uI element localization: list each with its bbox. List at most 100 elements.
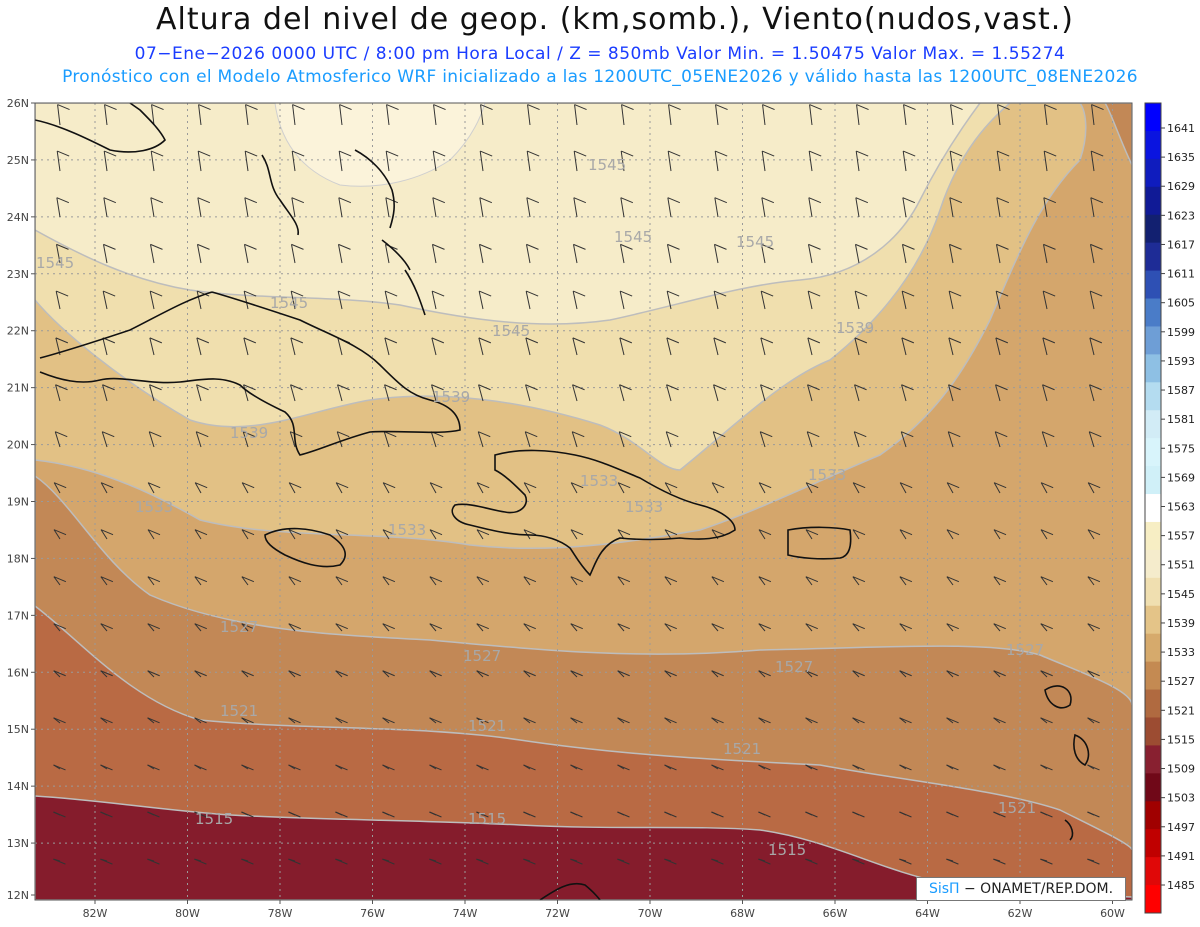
wind-barb: [102, 384, 115, 402]
wind-barb: [997, 104, 1010, 126]
wind-barb: [523, 858, 536, 865]
cuba-north-coast: [39, 291, 213, 359]
contour-label: 1533: [388, 521, 426, 539]
wind-barb: [56, 197, 70, 218]
wind-barb: [949, 150, 963, 172]
wind-barb: [525, 337, 539, 356]
colorbar-swatch: [1145, 466, 1161, 495]
wind-barb: [523, 623, 536, 632]
wind-barb: [807, 290, 821, 310]
wind-barb: [899, 529, 913, 540]
wind-barb: [241, 811, 254, 818]
bahamas-eleuthera: [354, 149, 395, 229]
wind-barb: [1087, 670, 1100, 678]
wind-barb: [194, 482, 208, 494]
wind-barb: [758, 670, 771, 678]
lat-tick-label: 26N: [7, 97, 29, 110]
wind-barb: [805, 623, 818, 632]
wind-barb: [711, 717, 724, 724]
contour-label: 1539: [230, 424, 268, 442]
wind-barb: [902, 150, 916, 172]
wind-barb: [574, 104, 587, 126]
wind-barb: [432, 243, 445, 264]
wind-barb: [382, 670, 395, 678]
wind-barb: [1043, 150, 1057, 172]
wind-barb: [805, 764, 818, 771]
wind-barb: [852, 576, 866, 586]
wind-barb: [100, 670, 113, 678]
wind-barb: [948, 290, 962, 310]
wind-barb: [53, 529, 67, 540]
colorbar-swatch: [1145, 494, 1161, 523]
wind-barb: [993, 858, 1006, 865]
wind-barb: [432, 197, 446, 218]
wind-barb: [666, 290, 680, 310]
credit-box: SisΠ − ONAMET/REP.DOM.: [916, 877, 1126, 901]
wind-barb: [1042, 337, 1056, 356]
wind-barb: [100, 529, 114, 540]
wind-barb: [382, 858, 395, 865]
lat-tick-label: 14N: [7, 780, 29, 793]
wind-barb: [429, 670, 442, 678]
wind-barb: [1090, 197, 1104, 218]
wind-barb: [714, 243, 727, 264]
wind-barb: [852, 717, 865, 724]
wind-barb: [147, 811, 160, 818]
contour-label: 1521: [998, 799, 1036, 817]
wind-barb: [760, 384, 773, 402]
wind-barb: [852, 529, 866, 540]
wind-barb: [617, 576, 631, 586]
wind-barb: [55, 384, 68, 402]
wind-barb: [993, 576, 1007, 586]
contour-label: 1545: [36, 254, 74, 272]
colorbar: 1641 1635 1629 1623 1617 1611 1605 1599 1593 1587…: [1144, 102, 1195, 914]
colorbar-swatch: [1145, 717, 1161, 746]
wind-barb: [666, 384, 679, 402]
wind-barb: [338, 243, 351, 264]
wind-barb: [570, 717, 583, 724]
wind-barb: [808, 150, 822, 172]
wind-barb: [573, 243, 586, 264]
wind-barb: [53, 717, 66, 724]
wind-barb: [291, 243, 304, 264]
wind-barb: [946, 529, 960, 540]
wind-barb: [619, 384, 632, 402]
colorbar-swatch: [1145, 521, 1161, 551]
wind-barb: [385, 150, 399, 172]
wind-barb: [993, 529, 1007, 540]
wind-barb: [1040, 623, 1053, 632]
wind-barb: [103, 197, 117, 218]
wind-barb: [946, 482, 960, 494]
colorbar-swatch: [1145, 242, 1161, 272]
colorbar-swatch: [1145, 158, 1161, 188]
wind-barb: [149, 337, 163, 356]
colorbar-swatch: [1145, 857, 1161, 886]
wind-barb: [570, 811, 583, 818]
wind-barb: [617, 529, 631, 540]
wind-barb: [762, 104, 775, 126]
wind-barb: [666, 337, 680, 356]
wind-barb: [1042, 384, 1055, 402]
wind-barb: [527, 104, 540, 126]
wind-barb: [150, 150, 164, 172]
wind-barb: [572, 290, 586, 310]
colorbar-label: 1641: [1167, 122, 1195, 135]
colorbar-swatch: [1145, 549, 1161, 579]
colorbar-label: 1569: [1167, 471, 1195, 484]
lat-tick-label: 13N: [7, 837, 29, 850]
lat-tick-label: 24N: [7, 211, 29, 224]
wind-barb: [620, 197, 634, 218]
wind-barb: [382, 717, 395, 724]
wind-barb: [194, 576, 208, 586]
lat-tick-label: 23N: [7, 268, 29, 281]
wind-barb: [854, 290, 868, 310]
lat-tick-label: 12N: [7, 889, 29, 902]
wind-barbs: [53, 104, 1104, 865]
wind-barb: [288, 670, 301, 678]
contour-label: 1533: [625, 498, 663, 516]
colorbar-label: 1593: [1167, 355, 1195, 368]
colorbar-label: 1539: [1167, 617, 1195, 630]
wind-barb: [150, 197, 164, 218]
wind-barb: [854, 337, 868, 356]
wind-barb: [854, 384, 867, 402]
